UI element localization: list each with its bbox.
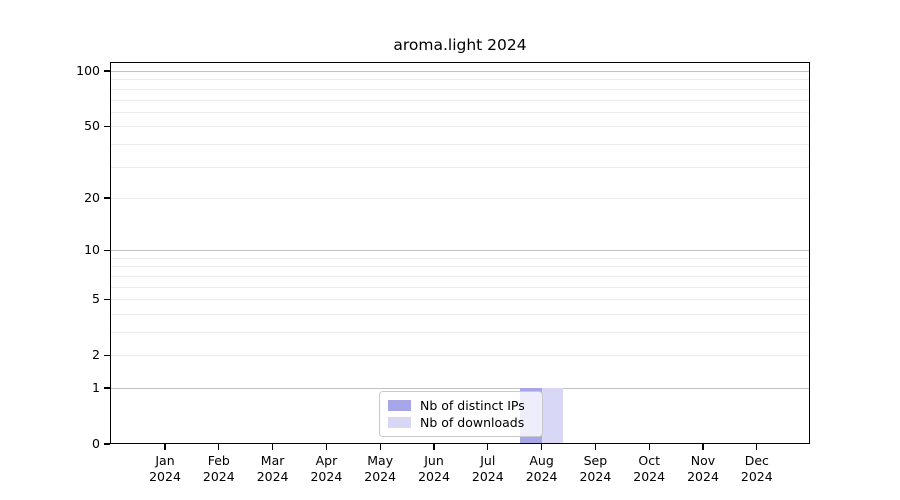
x-tick-label-feb: Feb 2024 xyxy=(187,453,251,484)
x-tick-year: 2024 xyxy=(418,468,450,484)
y-tick-mark-5 xyxy=(104,298,110,300)
gridline-y-60 xyxy=(110,111,810,113)
chart-title: aroma.light 2024 xyxy=(393,36,527,54)
y-tick-mark-50 xyxy=(104,125,110,127)
x-tick-year: 2024 xyxy=(310,468,343,484)
y-tick-mark-1 xyxy=(104,387,110,389)
gridline-y-100 xyxy=(110,71,810,73)
x-tick-label-oct: Oct 2024 xyxy=(617,453,681,484)
x-tick-year: 2024 xyxy=(687,468,719,484)
gridline-y-1 xyxy=(110,387,810,389)
gridline-y-80 xyxy=(110,88,810,90)
x-tick-year: 2024 xyxy=(149,468,181,484)
x-tick-year: 2024 xyxy=(633,468,666,484)
x-tick-month: Nov xyxy=(690,453,716,468)
x-tick-year: 2024 xyxy=(364,468,397,484)
gridline-y-9 xyxy=(110,257,810,259)
legend-swatch-distinct-ips xyxy=(388,400,411,411)
x-tick-month: Jul xyxy=(480,453,496,468)
gridline-y-2 xyxy=(110,355,810,357)
legend-swatch-downloads xyxy=(388,417,411,428)
x-tick-label-jul: Jul 2024 xyxy=(456,453,520,484)
gridline-y-8 xyxy=(110,266,810,268)
gridline-y-7 xyxy=(110,275,810,277)
y-tick-label-50: 50 xyxy=(84,118,100,134)
x-tick-month: Mar xyxy=(260,453,285,468)
y-tick-label-20: 20 xyxy=(84,189,100,205)
x-tick-mark-jul xyxy=(487,444,489,450)
gridline-y-90 xyxy=(110,79,810,81)
y-tick-label-0: 0 xyxy=(92,436,100,451)
legend-item-downloads: Nb of downloads xyxy=(388,415,534,430)
y-tick-mark-2 xyxy=(104,354,110,356)
x-tick-mark-mar xyxy=(271,444,274,450)
x-tick-mark-nov xyxy=(702,444,704,450)
y-tick-label-10: 10 xyxy=(84,242,100,258)
y-tick-mark-100 xyxy=(104,70,110,72)
legend: Nb of distinct IPs Nb of downloads xyxy=(379,391,543,437)
x-tick-month: Jan xyxy=(155,453,175,468)
legend-label-distinct-ips: Nb of distinct IPs xyxy=(420,398,525,413)
gridline-y-10 xyxy=(110,250,810,252)
x-tick-month: Jun xyxy=(424,453,444,468)
gridline-y-6 xyxy=(110,286,810,288)
x-tick-label-apr: Apr 2024 xyxy=(294,453,358,484)
bar-aug-downloads xyxy=(541,387,564,444)
x-tick-year: 2024 xyxy=(471,468,504,484)
y-tick-mark-20 xyxy=(104,197,110,199)
legend-label-downloads: Nb of downloads xyxy=(420,415,525,430)
gridline-y-5 xyxy=(110,299,810,301)
x-tick-label-sep: Sep 2024 xyxy=(563,453,627,484)
x-tick-month: Feb xyxy=(207,453,230,468)
gridline-y-4 xyxy=(110,313,810,315)
x-tick-mark-feb xyxy=(218,444,220,450)
x-tick-year: 2024 xyxy=(256,468,289,484)
y-tick-label-2: 2 xyxy=(92,347,100,363)
x-tick-label-jun: Jun 2024 xyxy=(402,453,466,484)
gridline-y-50 xyxy=(110,126,810,128)
gridline-y-20 xyxy=(110,197,810,199)
x-tick-month: Aug xyxy=(529,453,554,468)
x-tick-month: May xyxy=(367,453,394,468)
x-tick-year: 2024 xyxy=(740,468,773,484)
y-tick-label-5: 5 xyxy=(92,291,100,307)
y-tick-label-1: 1 xyxy=(92,379,100,395)
x-tick-mark-oct xyxy=(648,444,650,450)
y-tick-mark-10 xyxy=(104,249,110,251)
plot-area xyxy=(110,62,810,444)
x-tick-label-jan: Jan 2024 xyxy=(133,453,197,484)
x-tick-label-dec: Dec 2024 xyxy=(725,453,789,484)
x-tick-mark-apr xyxy=(325,444,328,450)
x-tick-year: 2024 xyxy=(579,468,612,484)
gridline-y-30 xyxy=(110,166,810,168)
x-tick-month: Oct xyxy=(638,453,660,468)
x-tick-label-aug: Aug 2024 xyxy=(510,453,574,484)
gridline-y-70 xyxy=(110,99,810,101)
x-tick-mark-sep xyxy=(594,444,597,450)
gridline-y-3 xyxy=(110,331,810,333)
x-tick-month: Dec xyxy=(744,453,769,468)
y-tick-label-100: 100 xyxy=(76,63,100,79)
x-tick-label-may: May 2024 xyxy=(348,453,412,484)
x-tick-month: Apr xyxy=(315,453,338,468)
x-tick-mark-jan xyxy=(164,444,166,450)
x-tick-mark-dec xyxy=(756,444,758,450)
x-tick-month: Sep xyxy=(583,453,608,468)
x-tick-year: 2024 xyxy=(202,468,235,484)
gridline-y-40 xyxy=(110,143,810,145)
x-tick-mark-aug xyxy=(540,444,543,450)
x-tick-mark-may xyxy=(379,444,381,450)
legend-item-distinct-ips: Nb of distinct IPs xyxy=(388,398,534,413)
x-tick-label-mar: Mar 2024 xyxy=(241,453,305,484)
x-tick-year: 2024 xyxy=(525,468,558,484)
x-tick-mark-jun xyxy=(433,444,435,450)
y-tick-mark-0 xyxy=(104,443,110,445)
x-tick-label-nov: Nov 2024 xyxy=(671,453,735,484)
